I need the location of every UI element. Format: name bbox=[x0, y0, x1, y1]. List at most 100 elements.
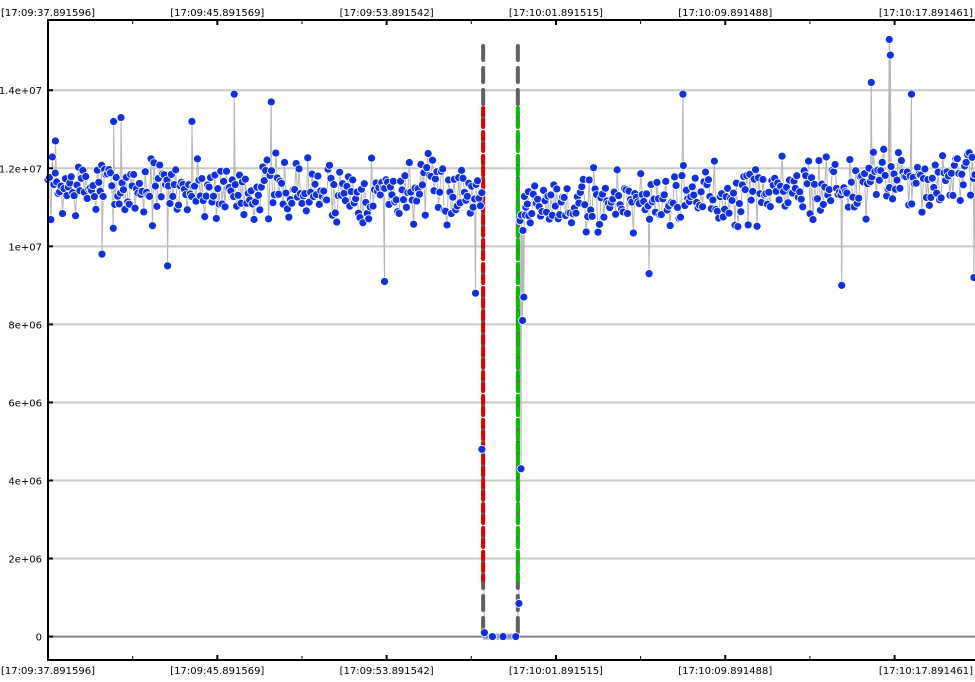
data-point bbox=[211, 214, 221, 223]
data-point bbox=[562, 184, 572, 194]
data-point bbox=[871, 190, 881, 199]
data-point bbox=[488, 632, 497, 641]
data-point bbox=[422, 163, 432, 173]
data-point bbox=[539, 185, 548, 195]
data-point bbox=[530, 181, 540, 191]
data-point bbox=[792, 171, 802, 181]
connector-line bbox=[120, 117, 123, 183]
data-point bbox=[628, 228, 638, 238]
data-point bbox=[810, 179, 819, 189]
data-point bbox=[846, 177, 856, 187]
data-point bbox=[268, 198, 278, 208]
data-point bbox=[886, 162, 896, 171]
data-point bbox=[671, 181, 681, 190]
data-point bbox=[423, 149, 433, 158]
data-point bbox=[139, 207, 149, 217]
connector-line bbox=[940, 155, 944, 198]
selection-markers[interactable] bbox=[481, 44, 520, 640]
data-point bbox=[527, 209, 537, 218]
connector-line bbox=[446, 179, 449, 225]
data-point bbox=[885, 50, 895, 60]
data-point bbox=[431, 174, 440, 184]
data-point bbox=[854, 193, 864, 203]
data-point bbox=[94, 177, 104, 187]
data-point bbox=[645, 214, 654, 224]
data-point bbox=[894, 148, 903, 158]
data-point bbox=[623, 209, 632, 218]
data-point bbox=[690, 173, 700, 183]
connector-line bbox=[588, 179, 592, 211]
x-tick-label-bottom: [17:10:17.891461] bbox=[879, 666, 973, 677]
data-point bbox=[477, 188, 487, 198]
y-tick-label: 6e+06 bbox=[8, 398, 42, 409]
data-point bbox=[661, 176, 671, 186]
x-tick-label-top: [17:09:53.891542] bbox=[340, 8, 434, 19]
data-point bbox=[150, 181, 160, 191]
connector-line bbox=[870, 82, 873, 177]
data-point bbox=[294, 164, 304, 174]
data-point bbox=[600, 183, 610, 193]
data-point bbox=[525, 218, 535, 228]
data-point bbox=[677, 171, 687, 181]
data-point bbox=[230, 180, 240, 190]
y-tick-label: 2e+06 bbox=[8, 555, 42, 566]
data-point bbox=[220, 202, 230, 212]
data-point bbox=[90, 192, 99, 201]
data-point bbox=[593, 227, 603, 237]
data-point bbox=[219, 176, 228, 186]
data-point bbox=[163, 261, 172, 271]
data-point bbox=[367, 153, 376, 163]
data-point bbox=[837, 280, 847, 290]
x-tick-label-top: [17:10:09.891488] bbox=[678, 8, 772, 19]
data-point bbox=[516, 464, 526, 474]
x-tick-label-top: [17:09:45.891569] bbox=[170, 8, 264, 19]
data-point bbox=[709, 156, 719, 166]
data-point bbox=[200, 212, 210, 222]
x-tick-label-top: [17:09:37.891596] bbox=[1, 8, 95, 19]
data-point bbox=[129, 170, 139, 179]
data-point bbox=[81, 172, 91, 181]
data-point bbox=[400, 171, 410, 181]
connector-line bbox=[408, 162, 412, 193]
data-point bbox=[480, 628, 489, 638]
data-point bbox=[798, 202, 808, 212]
connector-line bbox=[233, 94, 236, 185]
data-point bbox=[511, 632, 521, 641]
data-point bbox=[145, 191, 154, 201]
data-point bbox=[673, 203, 682, 212]
data-point bbox=[329, 180, 339, 190]
data-point bbox=[970, 170, 975, 180]
data-point bbox=[599, 212, 609, 222]
data-point bbox=[888, 194, 897, 204]
data-point bbox=[97, 249, 107, 259]
data-point bbox=[746, 195, 756, 205]
data-point bbox=[774, 195, 784, 205]
data-point bbox=[736, 207, 746, 217]
data-point bbox=[187, 117, 197, 126]
data-point bbox=[804, 156, 813, 166]
data-point bbox=[758, 175, 768, 184]
connector-line bbox=[333, 184, 336, 213]
data-point bbox=[222, 166, 231, 176]
data-point bbox=[448, 192, 458, 202]
data-point bbox=[498, 632, 508, 641]
data-point bbox=[824, 185, 834, 195]
connector-line bbox=[273, 153, 277, 195]
data-point bbox=[66, 172, 76, 182]
data-point bbox=[896, 156, 906, 165]
data-point bbox=[249, 215, 259, 224]
data-point bbox=[948, 191, 958, 200]
data-point bbox=[729, 188, 738, 198]
data-point bbox=[156, 192, 166, 202]
data-point bbox=[533, 194, 543, 204]
data-point bbox=[130, 203, 140, 213]
data-point bbox=[119, 185, 128, 195]
data-point bbox=[518, 316, 527, 325]
connector-line bbox=[167, 185, 169, 266]
data-point bbox=[777, 151, 787, 161]
data-point bbox=[109, 117, 119, 126]
data-point bbox=[359, 179, 369, 189]
data-point bbox=[796, 194, 806, 204]
